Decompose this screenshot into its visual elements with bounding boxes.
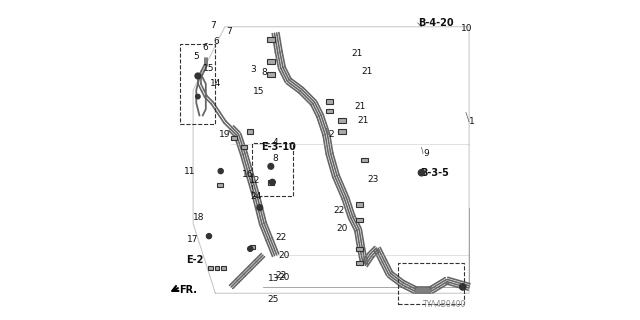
Bar <box>326 99 333 104</box>
Text: B-4-20: B-4-20 <box>418 18 453 28</box>
Text: 5: 5 <box>193 52 199 61</box>
Bar <box>356 261 363 265</box>
Circle shape <box>460 284 466 290</box>
Text: 22: 22 <box>333 206 344 215</box>
Bar <box>326 108 333 113</box>
Circle shape <box>268 164 274 169</box>
Text: E-2: E-2 <box>186 255 204 265</box>
Text: TYA4B0400: TYA4B0400 <box>422 300 466 309</box>
Text: 22: 22 <box>276 233 287 242</box>
Text: 14: 14 <box>210 79 221 88</box>
Text: 19: 19 <box>218 130 230 139</box>
Text: 22: 22 <box>276 271 287 280</box>
Bar <box>356 247 363 251</box>
Bar <box>356 202 363 207</box>
Bar <box>221 266 226 270</box>
Bar <box>250 245 255 250</box>
Text: 21: 21 <box>361 67 372 76</box>
Bar <box>267 37 275 42</box>
Circle shape <box>419 170 425 176</box>
Bar <box>241 145 247 149</box>
Text: 20: 20 <box>278 273 289 282</box>
Bar <box>267 72 275 76</box>
Text: 18: 18 <box>193 212 205 222</box>
Text: 20: 20 <box>278 251 289 260</box>
Bar <box>361 158 367 162</box>
Bar <box>356 218 363 222</box>
Text: 23: 23 <box>367 174 378 184</box>
Text: 2: 2 <box>328 130 333 139</box>
Text: 17: 17 <box>188 235 199 244</box>
Text: 24: 24 <box>250 192 262 201</box>
Text: 21: 21 <box>352 49 363 58</box>
Bar <box>217 183 223 188</box>
Text: FR.: FR. <box>179 285 197 295</box>
Text: 6: 6 <box>203 43 209 52</box>
Text: 12: 12 <box>248 176 260 185</box>
Text: 1: 1 <box>469 117 475 126</box>
Circle shape <box>248 246 253 252</box>
Circle shape <box>207 234 211 239</box>
Circle shape <box>218 169 223 174</box>
Text: 7: 7 <box>211 21 216 30</box>
Text: 20: 20 <box>337 224 348 233</box>
Text: E-3-10: E-3-10 <box>261 142 296 152</box>
Bar <box>339 118 346 123</box>
Text: 21: 21 <box>355 101 365 111</box>
Text: 8: 8 <box>261 68 267 77</box>
Text: 25: 25 <box>268 295 279 304</box>
Circle shape <box>269 179 275 185</box>
Bar <box>267 60 275 64</box>
Text: 15: 15 <box>204 63 215 73</box>
Bar <box>247 129 253 133</box>
Bar <box>208 266 213 270</box>
Text: 6: 6 <box>214 36 220 45</box>
Bar <box>268 180 274 185</box>
Text: 13: 13 <box>268 275 279 284</box>
Text: 8: 8 <box>273 154 278 163</box>
Text: B-3-5: B-3-5 <box>420 168 449 178</box>
Text: 7: 7 <box>227 27 232 36</box>
Text: 4: 4 <box>273 138 278 147</box>
Text: 9: 9 <box>423 149 429 158</box>
Text: 11: 11 <box>184 167 195 176</box>
Text: 16: 16 <box>243 170 254 179</box>
Text: 3: 3 <box>250 65 256 74</box>
Circle shape <box>196 94 200 99</box>
Circle shape <box>257 205 262 211</box>
Bar <box>232 136 237 140</box>
Text: 10: 10 <box>461 24 473 33</box>
Bar <box>214 266 220 270</box>
Bar <box>339 129 346 134</box>
Circle shape <box>195 73 201 79</box>
Text: 21: 21 <box>357 116 369 125</box>
Text: 15: 15 <box>253 87 265 96</box>
